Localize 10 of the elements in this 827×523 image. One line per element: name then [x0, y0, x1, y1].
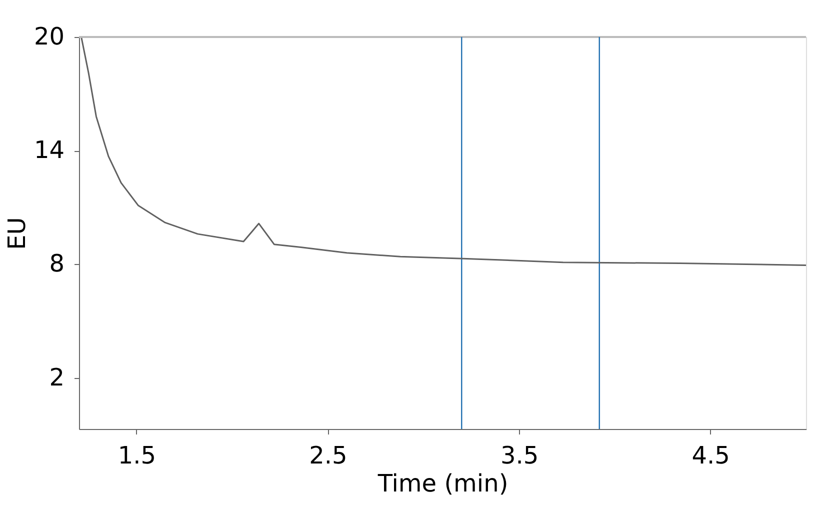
- y-tick-label: 2: [49, 363, 64, 392]
- y-axis-title: EU: [2, 217, 31, 250]
- y-tick-label: 8: [49, 250, 64, 278]
- y-tick-label: 14: [34, 136, 64, 164]
- x-tick-label: 4.5: [692, 442, 730, 470]
- x-axis-title: Time (min): [376, 470, 508, 498]
- y-tick-label: 20: [34, 22, 64, 50]
- x-tick-label: 1.5: [118, 442, 156, 470]
- x-tick-label: 3.5: [500, 442, 539, 470]
- x-tick-label: 2.5: [309, 442, 348, 470]
